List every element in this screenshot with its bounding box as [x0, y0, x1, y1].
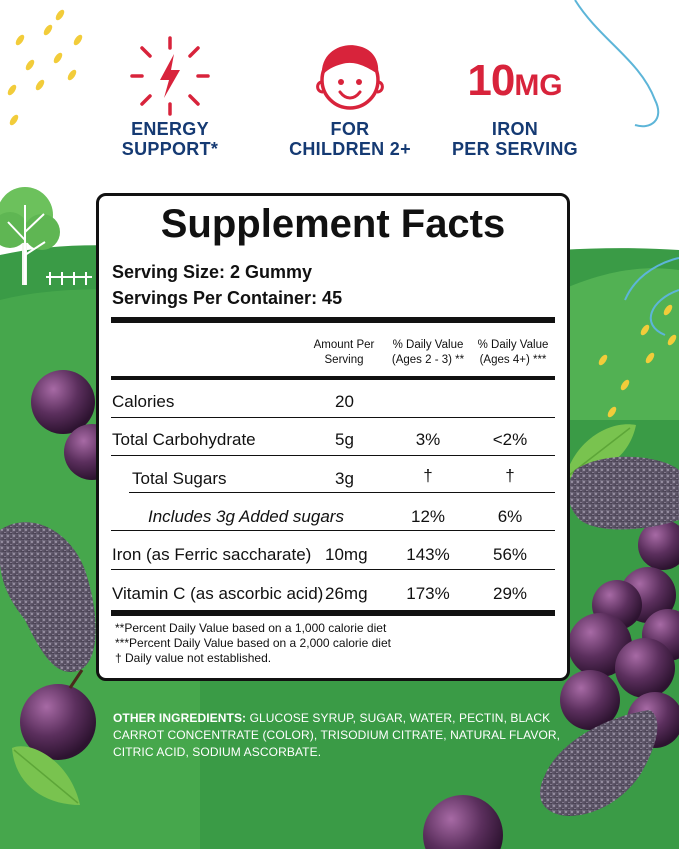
row-vitamin-c-dv-kids: 173% [406, 584, 450, 603]
footnote-3: † Daily value not established. [115, 651, 272, 665]
other-ingredients: OTHER INGREDIENTS: GLUCOSE SYRUP, SUGAR,… [113, 710, 563, 761]
row-divider [111, 455, 555, 456]
row-sugars-name: Total Sugars [132, 469, 227, 488]
row-carb-name: Total Carbohydrate [112, 430, 256, 449]
header-dv-ages-4-plus: % Daily Value (Ages 4+) *** [477, 339, 549, 366]
footnote-2: ***Percent Daily Value based on a 2,000 … [115, 636, 391, 650]
row-iron-name: Iron (as Ferric saccharate) [112, 545, 312, 564]
facts-title: Supplement Facts [160, 202, 506, 246]
row-divider [111, 569, 555, 570]
row-added-sugars-name: Includes 3g Added sugars [148, 507, 344, 526]
row-vitamin-c-name: Vitamin C (as ascorbic acid) [112, 584, 324, 603]
iron-line-2: PER SERVING [451, 139, 578, 159]
energy-line-1: ENERGY [131, 119, 209, 139]
row-carb-dv-adult: <2% [492, 430, 528, 449]
footnote-1: **Percent Daily Value based on a 1,000 c… [115, 621, 387, 635]
ingredients-label: OTHER INGREDIENTS: [113, 711, 247, 725]
row-sugars-amount: 3g [335, 469, 354, 488]
lightning-bolt-icon [130, 36, 210, 121]
servings-per-container: Servings Per Container: 45 [112, 288, 343, 308]
supplement-facts-panel: Supplement Facts Serving Size: 2 Gummy S… [96, 193, 570, 681]
row-calories-name: Calories [112, 392, 175, 411]
children-label: FOR CHILDREN 2+ [270, 119, 430, 159]
ingredients-text: GLUCOSE SYRUP, SUGAR, WATER, PECTIN, BLA… [113, 711, 561, 759]
energy-line-2: SUPPORT* [121, 139, 219, 159]
serving-size: Serving Size: 2 Gummy [112, 262, 313, 282]
energy-label: ENERGY SUPPORT* [110, 119, 230, 159]
row-sugars-dv-adult: † [505, 466, 515, 485]
row-divider [111, 417, 555, 418]
divider-bottom [111, 610, 555, 616]
row-added-sugars-dv-kids: 12% [410, 507, 446, 526]
row-iron-dv-adult: 56% [492, 545, 528, 564]
row-divider [111, 530, 555, 531]
divider-thick [111, 317, 555, 323]
header-amount-per-serving: Amount Per Serving [313, 339, 375, 366]
row-vitamin-c-dv-adult: 29% [492, 584, 528, 603]
row-sugars-dv-kids: † [423, 466, 433, 485]
row-divider [129, 492, 555, 493]
row-carb-amount: 5g [335, 430, 354, 449]
child-face-icon [312, 38, 388, 119]
row-added-sugars-dv-adult: 6% [497, 507, 523, 526]
row-carb-dv-kids: 3% [415, 430, 441, 449]
row-iron-amount: 10mg [325, 545, 368, 564]
header-dv-ages-2-3: % Daily Value (Ages 2 - 3) ** [391, 339, 465, 366]
children-line-1: FOR [330, 119, 370, 139]
iron-line-1: IRON [491, 119, 539, 139]
iron-value: 10 [467, 56, 515, 105]
row-vitamin-c-amount: 26mg [325, 584, 368, 603]
row-calories-amount: 20 [335, 392, 354, 411]
iron-label: IRON PER SERVING [440, 119, 590, 159]
row-iron-dv-kids: 143% [406, 545, 450, 564]
children-line-2: CHILDREN 2+ [289, 139, 411, 159]
iron-amount: 10MG [440, 56, 590, 106]
iron-unit: MG [514, 69, 563, 102]
divider-header [111, 376, 555, 380]
